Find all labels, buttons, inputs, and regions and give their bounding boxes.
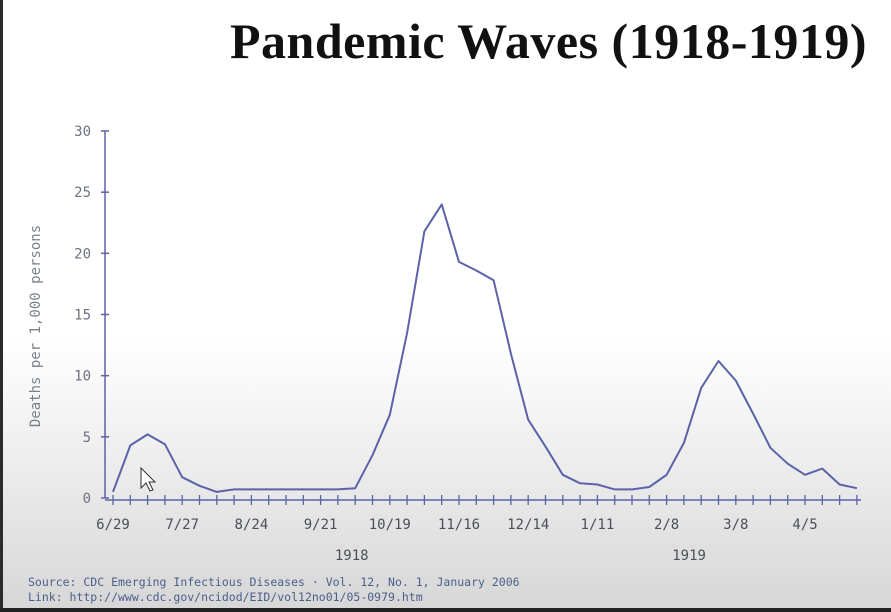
y-tick-label: 10: [74, 369, 91, 385]
mouse-cursor-icon: [140, 466, 157, 492]
source-line: Source: CDC Emerging Infectious Diseases…: [28, 575, 520, 589]
source-citation: Source: CDC Emerging Infectious Diseases…: [28, 575, 520, 605]
x-tick-label: 3/8: [723, 517, 748, 533]
y-axis: 0 5 10 15 20 25 30: [74, 124, 109, 507]
x-tick-label: 11/16: [438, 517, 480, 533]
y-tick-label: 20: [74, 246, 91, 262]
y-tick-label: 15: [74, 308, 91, 324]
x-tick-label: 4/5: [792, 517, 817, 533]
y-tick-label: 30: [74, 124, 91, 140]
source-link: Link: http://www.cdc.gov/ncidod/EID/vol1…: [28, 590, 423, 604]
y-tick-label: 5: [83, 430, 91, 446]
series-line: [112, 203, 858, 493]
x-tick-label: 2/8: [654, 517, 679, 533]
x-tick-label: 7/27: [165, 517, 199, 533]
x-tick-label: 9/21: [304, 517, 338, 533]
y-axis-label: Deaths per 1,000 persons: [28, 225, 44, 427]
series-layer: [112, 203, 858, 493]
x-tick-label: 6/29: [96, 517, 130, 533]
chart-title: Pandemic Waves (1918-1919): [229, 13, 867, 69]
y-tick-label: 25: [74, 185, 91, 201]
x-tick-label: 8/24: [235, 517, 269, 533]
year-label: 1919: [672, 548, 706, 564]
screen-border: [0, 0, 3, 612]
x-tick-label: 12/14: [507, 517, 549, 533]
year-label: 1918: [335, 548, 369, 564]
x-tick-label: 10/19: [369, 517, 411, 533]
x-axis: 6/29 7/27 8/24 9/21 10/19 11/16 12/14 1/11 2/8 3/…: [96, 495, 861, 564]
x-tick-label: 1/11: [581, 517, 615, 533]
y-tick-label: 0: [83, 491, 91, 507]
screen-bottom-bar: [0, 608, 891, 612]
